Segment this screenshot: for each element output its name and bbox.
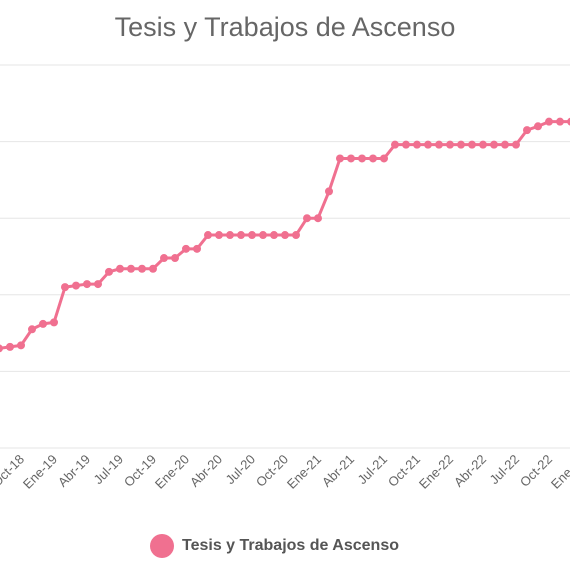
data-point[interactable] (138, 264, 146, 273)
data-point[interactable] (336, 154, 344, 163)
data-point[interactable] (193, 244, 201, 253)
data-point[interactable] (248, 231, 256, 240)
data-point[interactable] (149, 264, 157, 273)
data-point[interactable] (50, 318, 58, 327)
data-point[interactable] (72, 281, 80, 290)
data-point[interactable] (347, 154, 355, 163)
data-point[interactable] (402, 140, 410, 149)
data-point[interactable] (83, 280, 91, 289)
data-point[interactable] (314, 214, 322, 223)
legend-swatch (150, 534, 174, 558)
data-point[interactable] (281, 231, 289, 240)
data-point[interactable] (325, 187, 333, 196)
data-point[interactable] (556, 117, 564, 126)
data-point[interactable] (204, 231, 212, 240)
data-point[interactable] (391, 140, 399, 149)
x-tick-label: Jul-19 (90, 452, 126, 488)
series-points-layer (0, 117, 570, 353)
data-point[interactable] (171, 254, 179, 263)
x-tick-label: Ene-21 (284, 452, 324, 492)
data-point[interactable] (523, 126, 531, 135)
data-point[interactable] (468, 140, 476, 149)
data-point[interactable] (226, 231, 234, 240)
data-point[interactable] (534, 122, 542, 131)
line-chart: Jul-18Oct-18Ene-19Abr-19Jul-19Oct-19Ene-… (0, 64, 570, 492)
data-point[interactable] (512, 140, 520, 149)
data-point[interactable] (61, 283, 69, 292)
data-point[interactable] (501, 140, 509, 149)
data-point[interactable] (457, 140, 465, 149)
grid-lines (0, 64, 570, 449)
x-tick-label: Ene-20 (152, 452, 192, 492)
data-point[interactable] (479, 140, 487, 149)
x-tick-label: Jul-21 (354, 452, 390, 488)
data-point[interactable] (6, 342, 14, 351)
data-point[interactable] (94, 280, 102, 289)
data-point[interactable] (39, 319, 47, 328)
data-point[interactable] (369, 154, 377, 163)
x-tick-label: Abr-19 (55, 452, 93, 490)
legend-label: Tesis y Trabajos de Ascenso (182, 537, 399, 554)
x-axis-ticks: Jul-18Oct-18Ene-19Abr-19Jul-19Oct-19Ene-… (0, 452, 570, 492)
data-point[interactable] (259, 231, 267, 240)
data-point[interactable] (424, 140, 432, 149)
data-point[interactable] (380, 154, 388, 163)
data-point[interactable] (215, 231, 223, 240)
data-point[interactable] (435, 140, 443, 149)
x-tick-label: Abr-21 (319, 452, 357, 490)
data-point[interactable] (292, 231, 300, 240)
data-point[interactable] (303, 214, 311, 223)
legend[interactable]: Tesis y Trabajos de Ascenso (150, 533, 399, 559)
x-tick-label: Abr-22 (451, 452, 489, 490)
data-point[interactable] (358, 154, 366, 163)
data-point[interactable] (446, 140, 454, 149)
x-tick-label: Ene-19 (20, 452, 60, 492)
data-point[interactable] (545, 117, 553, 126)
data-point[interactable] (17, 341, 25, 350)
data-point[interactable] (0, 344, 3, 353)
data-point[interactable] (182, 244, 190, 253)
x-tick-label: Ene-22 (416, 452, 456, 492)
x-tick-label: Jul-20 (222, 452, 258, 488)
x-tick-label: Ene-23 (548, 452, 570, 492)
data-point[interactable] (127, 264, 135, 273)
x-tick-label: Jul-22 (486, 452, 522, 488)
data-point[interactable] (116, 264, 124, 273)
chart-title: Tesis y Trabajos de Ascenso (114, 12, 456, 42)
data-point[interactable] (567, 117, 570, 126)
x-tick-label: Abr-20 (187, 452, 225, 490)
data-point[interactable] (105, 267, 113, 276)
data-point[interactable] (28, 325, 36, 334)
data-point[interactable] (490, 140, 498, 149)
data-point[interactable] (237, 231, 245, 240)
data-point[interactable] (413, 140, 421, 149)
data-point[interactable] (270, 231, 278, 240)
data-point[interactable] (160, 254, 168, 263)
